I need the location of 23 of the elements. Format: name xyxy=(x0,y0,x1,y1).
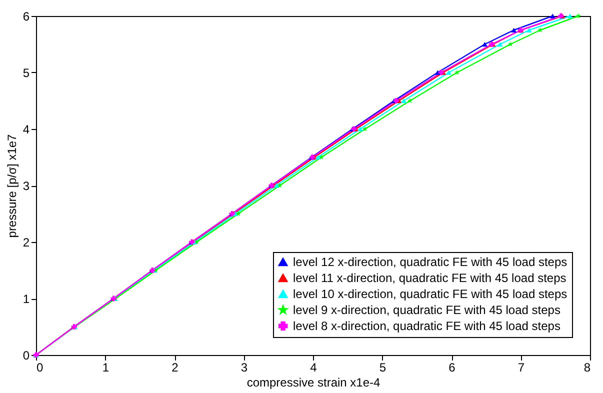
y-tick-label: 0 xyxy=(22,348,30,362)
y-tick-label: 6 xyxy=(22,10,30,24)
x-tick-label: 3 xyxy=(240,360,248,374)
y-tick-label: 5 xyxy=(22,66,30,80)
legend-label: level 10 x-direction, quadratic FE with 45 load steps xyxy=(293,287,568,301)
x-tick-label: 5 xyxy=(379,360,386,374)
legend-label: level 11 x-direction, quadratic FE with 45 load steps xyxy=(293,271,566,285)
y-tick-label: 4 xyxy=(22,122,30,136)
legend-label: level 12 x-direction, quadratic FE with 45 load steps xyxy=(293,255,568,269)
y-tick-label: 1 xyxy=(22,292,30,306)
y-tick-label: 3 xyxy=(22,179,30,193)
y-axis-title: pressure [p/σ] x1e7 xyxy=(4,134,19,238)
y-tick-label: 2 xyxy=(22,236,30,250)
x-tick-label: 2 xyxy=(172,360,179,374)
x-tick-label: 8 xyxy=(584,360,591,374)
legend-label: level 9 x-direction, quadratic FE with 45 load steps xyxy=(293,303,560,317)
x-tick-label: 6 xyxy=(448,360,456,374)
legend-label: level 8 x-direction, quadratic FE with 45 load steps xyxy=(293,319,560,333)
x-axis-title: compressive strain x1e-4 xyxy=(246,376,381,390)
x-tick-label: 4 xyxy=(310,360,318,374)
x-tick-label: 0 xyxy=(36,360,44,374)
x-tick-label: 1 xyxy=(102,360,110,374)
x-tick-label: 7 xyxy=(518,360,525,374)
